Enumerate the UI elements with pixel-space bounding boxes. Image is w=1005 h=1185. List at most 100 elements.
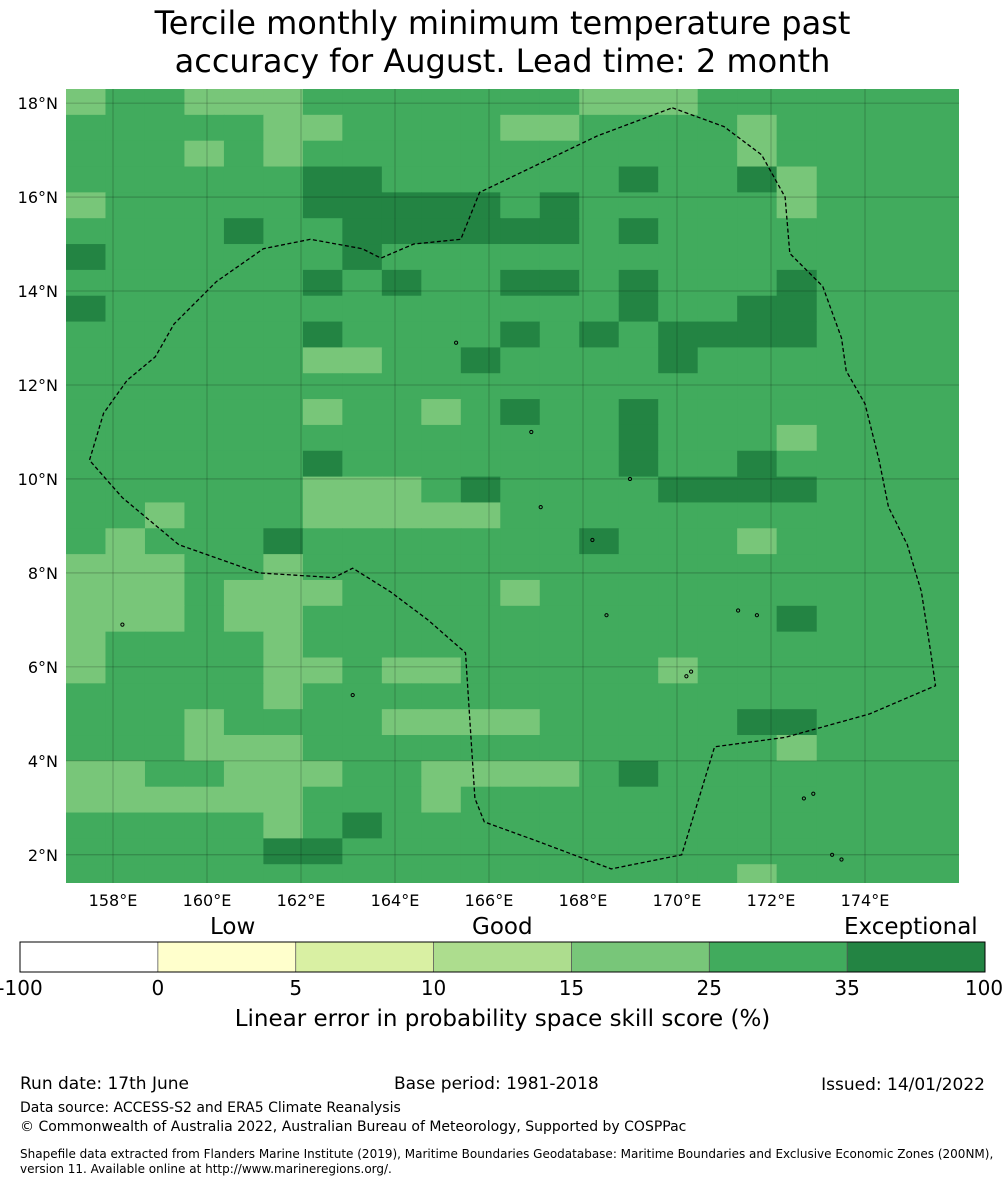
skill-cell	[776, 347, 817, 374]
skill-cell	[421, 347, 462, 374]
skill-cell	[66, 424, 107, 452]
skill-cell	[421, 89, 462, 116]
skill-cell	[658, 114, 699, 142]
skill-cell	[184, 140, 225, 168]
skill-cell	[539, 450, 580, 478]
skill-cell	[342, 114, 383, 142]
skill-cell	[697, 631, 738, 659]
skill-cell	[539, 838, 580, 865]
skill-cell	[144, 864, 186, 883]
skill-cell	[579, 140, 620, 168]
colorbar-category-low: Low	[210, 914, 256, 940]
skill-cell	[618, 218, 659, 245]
skill-cell	[223, 166, 264, 193]
skill-cell	[579, 709, 620, 736]
skill-cell	[66, 786, 107, 814]
skill-cell	[737, 579, 778, 607]
skill-cell	[105, 579, 146, 607]
island-coastline	[684, 674, 689, 679]
skill-cell	[500, 89, 541, 116]
longitude-tick-label: 166°E	[465, 891, 514, 910]
skill-cell	[697, 528, 738, 555]
skill-cell	[776, 89, 817, 116]
skill-cell	[302, 373, 343, 400]
skill-cell	[105, 347, 146, 374]
skill-cell	[66, 321, 107, 348]
skill-cell	[184, 399, 225, 426]
skill-cell	[579, 735, 620, 762]
skill-cell	[263, 424, 304, 452]
skill-cell	[263, 192, 304, 219]
skill-cell	[66, 812, 107, 839]
skill-cell	[263, 321, 304, 348]
skill-cell	[658, 502, 699, 529]
skill-cell	[421, 760, 462, 788]
skill-cell	[223, 735, 264, 762]
skill-cell	[421, 476, 462, 504]
skill-cell	[342, 424, 383, 452]
skill-cell	[302, 735, 343, 762]
colorbar-segment	[709, 942, 848, 972]
skill-cell	[105, 114, 146, 142]
skill-cell	[618, 373, 659, 400]
skill-cell	[105, 631, 146, 659]
skill-cell	[302, 812, 343, 839]
skill-cell	[500, 424, 541, 452]
skill-cell	[144, 450, 186, 478]
skill-cell	[737, 657, 778, 684]
island-coastline	[811, 791, 816, 796]
skill-cell	[539, 709, 580, 736]
skill-cell	[618, 321, 659, 348]
skill-cell	[223, 295, 264, 323]
skill-cell	[66, 579, 107, 607]
skill-cell	[579, 269, 620, 297]
skill-cell	[302, 838, 343, 865]
skill-cell	[618, 812, 659, 839]
skill-cell	[737, 786, 778, 814]
skill-cell	[737, 760, 778, 788]
skill-cell	[144, 554, 186, 581]
skill-cell	[776, 244, 817, 271]
skill-cell	[66, 554, 107, 581]
skill-cell	[737, 528, 778, 555]
skill-cell	[342, 864, 383, 883]
skill-cell	[184, 528, 225, 555]
skill-cell	[618, 605, 659, 633]
skill-cell	[105, 218, 146, 245]
skill-cell	[737, 399, 778, 426]
skill-cell	[500, 218, 541, 245]
skill-cell	[342, 528, 383, 555]
skill-cell	[381, 760, 422, 788]
latitude-labels: 18°N 16°N 14°N 12°N 10°N 8°N 6°N 4°N 2°N	[18, 94, 58, 865]
latitude-tick-label: 12°N	[18, 376, 58, 395]
skill-cell	[302, 476, 343, 504]
skill-cell	[697, 140, 738, 168]
skill-cell	[500, 502, 541, 529]
skill-cell	[223, 812, 264, 839]
skill-cell	[460, 735, 501, 762]
skill-cell	[618, 166, 659, 193]
skill-cell	[697, 269, 738, 297]
skill-cell	[539, 269, 580, 297]
skill-cell	[105, 321, 146, 348]
skill-cell	[579, 502, 620, 529]
colorbar-tick-label: 25	[696, 976, 723, 1000]
skill-cell	[342, 735, 383, 762]
skill-cell	[144, 838, 186, 865]
skill-cell	[500, 476, 541, 504]
skill-cell	[223, 838, 264, 865]
skill-cell	[776, 579, 817, 607]
skill-cell	[697, 812, 738, 839]
skill-cell	[697, 605, 738, 633]
colorbar-segment	[433, 942, 572, 972]
skill-cell	[144, 476, 186, 504]
skill-cell	[144, 218, 186, 245]
latitude-tick-label: 2°N	[28, 846, 58, 865]
skill-cell	[618, 399, 659, 426]
skill-cell	[381, 786, 422, 814]
skill-cell	[105, 166, 146, 193]
colorbar-tick-label: 100	[964, 976, 1004, 1000]
skill-cell	[500, 657, 541, 684]
skill-cell	[381, 166, 422, 193]
skill-cell	[302, 424, 343, 452]
